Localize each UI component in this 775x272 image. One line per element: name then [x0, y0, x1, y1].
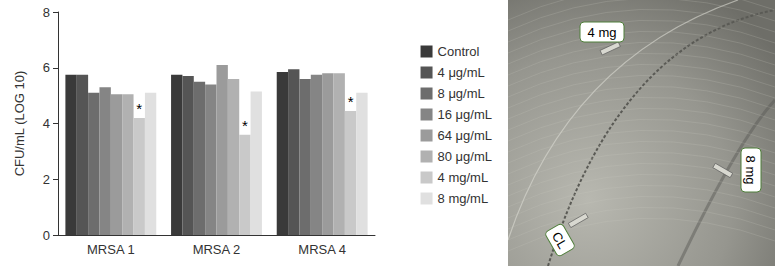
svg-text:0: 0	[43, 228, 50, 243]
svg-text:8 μg/mL: 8 μg/mL	[438, 86, 485, 101]
svg-text:4 mg/mL: 4 mg/mL	[438, 170, 489, 185]
svg-text:8: 8	[43, 5, 50, 20]
svg-text:*: *	[348, 93, 354, 110]
svg-text:6: 6	[43, 60, 50, 75]
svg-text:8 mg: 8 mg	[743, 156, 758, 185]
svg-text:*: *	[242, 117, 248, 134]
svg-text:MRSA 1: MRSA 1	[87, 242, 135, 257]
svg-text:Control: Control	[438, 44, 480, 59]
svg-text:2: 2	[43, 172, 50, 187]
svg-text:MRSA 4: MRSA 4	[298, 242, 346, 257]
svg-text:MRSA 2: MRSA 2	[193, 242, 241, 257]
svg-text:80 μg/mL: 80 μg/mL	[438, 149, 492, 164]
svg-text:16 μg/mL: 16 μg/mL	[438, 107, 492, 122]
svg-text:CFU/mL (LOG 10): CFU/mL (LOG 10)	[12, 71, 27, 177]
svg-text:4: 4	[43, 116, 50, 131]
svg-text:4 mg: 4 mg	[588, 25, 617, 40]
svg-text:CL: CL	[549, 229, 570, 251]
svg-text:8 mg/mL: 8 mg/mL	[438, 191, 489, 206]
svg-text:4 μg/mL: 4 μg/mL	[438, 65, 485, 80]
svg-text:*: *	[136, 100, 142, 117]
svg-text:64 μg/mL: 64 μg/mL	[438, 128, 492, 143]
